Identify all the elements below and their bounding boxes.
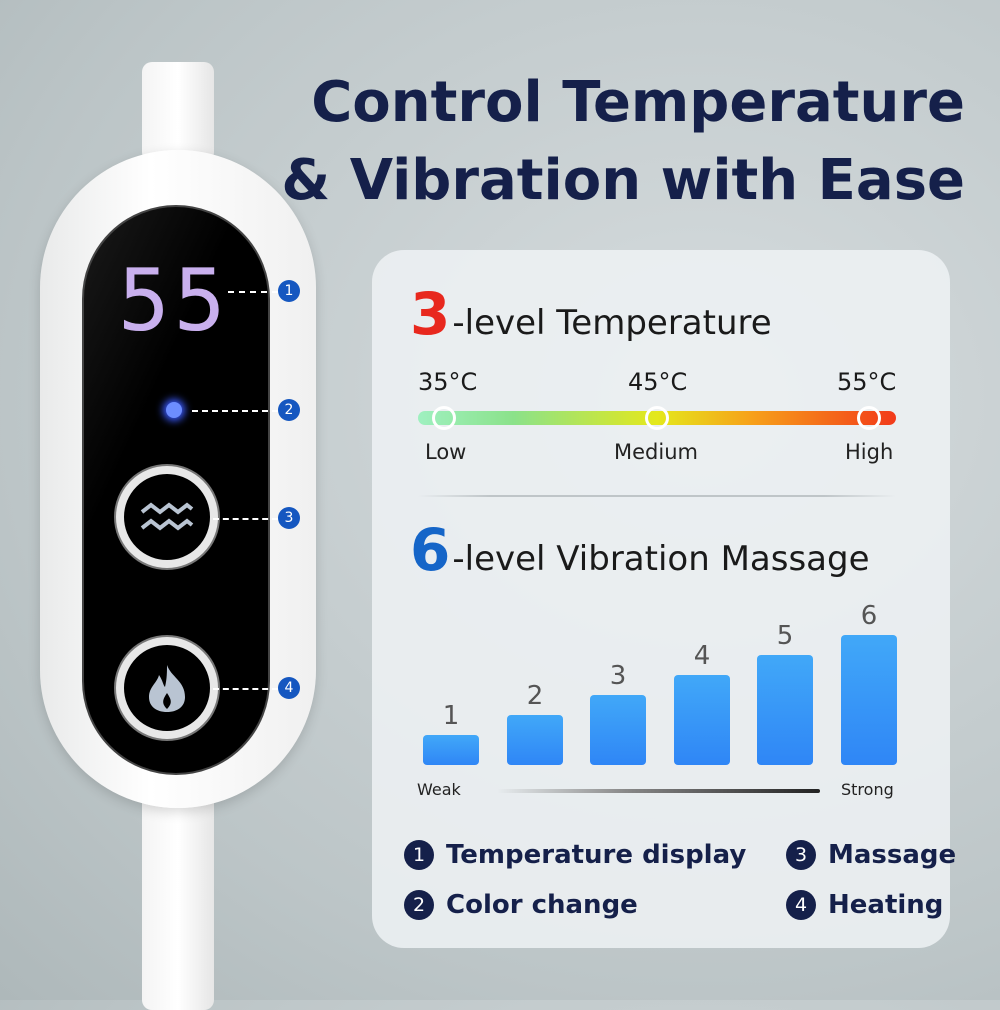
vibration-bar-1 <box>423 735 479 765</box>
temp-level-count: 3 <box>410 280 451 348</box>
callout-3: 3 <box>278 507 300 529</box>
legend-item-3: 3 Massage <box>786 840 956 870</box>
temp-marker-medium <box>645 406 669 430</box>
vibration-bar-label: 1 <box>442 701 460 731</box>
title-line-2: & Vibration with Ease <box>281 148 965 213</box>
callout-1: 1 <box>278 280 300 302</box>
temp-high-value: 55°C <box>837 368 897 396</box>
vib-heading: -level Vibration Massage <box>452 539 870 579</box>
callout-line-4 <box>213 688 278 690</box>
legend-text-3: Massage <box>828 840 957 870</box>
massage-button[interactable] <box>116 466 218 568</box>
temp-marker-high <box>857 406 881 430</box>
vibration-bar-label: 2 <box>526 681 544 711</box>
legend-num-4: 4 <box>786 890 816 920</box>
vibration-bar-label: 3 <box>609 661 627 691</box>
color-led <box>166 402 182 418</box>
heating-button[interactable] <box>116 637 218 739</box>
vib-level-count: 6 <box>410 516 451 584</box>
legend-text-4: Heating <box>828 890 944 920</box>
callout-2: 2 <box>278 399 300 421</box>
strong-label: Strong <box>841 780 894 799</box>
callout-line-1 <box>228 291 278 293</box>
weak-label: Weak <box>417 780 461 799</box>
legend-num-3: 3 <box>786 840 816 870</box>
strap-top <box>142 62 214 162</box>
vibration-bar-3 <box>590 695 646 765</box>
callout-line-3 <box>213 518 278 520</box>
temp-label-low: Low <box>425 440 467 464</box>
temp-medium-value: 45°C <box>628 368 688 396</box>
temp-low-value: 35°C <box>418 368 478 396</box>
temp-heading: -level Temperature <box>452 303 772 343</box>
legend-item-2: 2 Color change <box>404 890 638 920</box>
temp-heading-row: 3 -level Temperature <box>410 284 772 344</box>
strength-line <box>497 789 820 793</box>
vibration-bar-6 <box>841 635 897 765</box>
legend-text-1: Temperature display <box>446 840 747 870</box>
legend-item-1: 1 Temperature display <box>404 840 746 870</box>
callout-4: 4 <box>278 677 300 699</box>
temp-marker-low <box>432 406 456 430</box>
vibration-bar-2 <box>507 715 563 765</box>
wave-icon <box>140 502 194 531</box>
legend-text-2: Color change <box>446 890 638 920</box>
section-divider <box>418 495 896 497</box>
title-line-1: Control Temperature <box>311 70 965 135</box>
temp-label-medium: Medium <box>614 440 698 464</box>
legend-num-2: 2 <box>404 890 434 920</box>
legend-item-4: 4 Heating <box>786 890 943 920</box>
legend-num-1: 1 <box>404 840 434 870</box>
callout-line-2 <box>192 410 278 412</box>
vibration-bar-label: 5 <box>776 621 794 651</box>
flame-icon <box>149 665 185 712</box>
vibration-bar-4 <box>674 675 730 765</box>
vibration-bar-label: 4 <box>693 641 711 671</box>
temperature-display: 55 <box>118 251 230 351</box>
vibration-bar-5 <box>757 655 813 765</box>
strap-bottom <box>142 790 214 1010</box>
vibration-bar-label: 6 <box>860 601 878 631</box>
vib-heading-row: 6 -level Vibration Massage <box>410 520 870 580</box>
info-panel <box>372 250 950 948</box>
temp-label-high: High <box>845 440 894 464</box>
